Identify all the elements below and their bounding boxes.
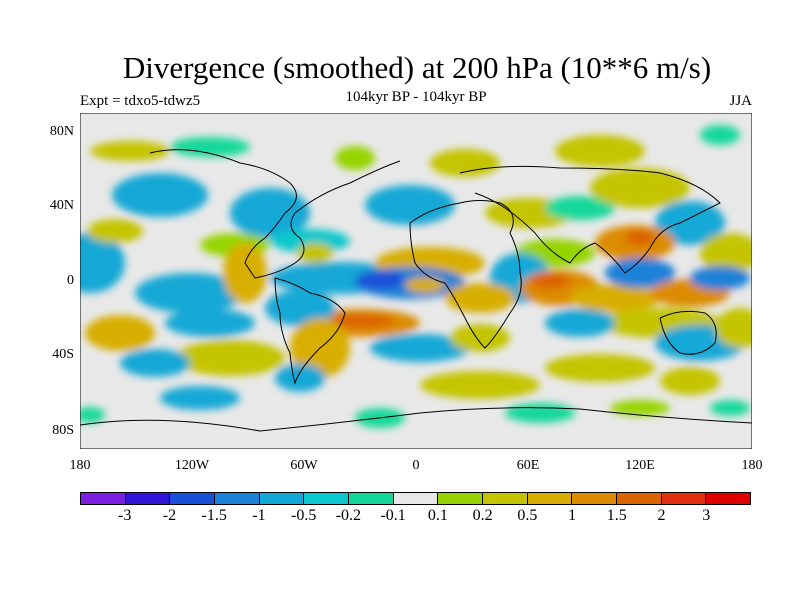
colorbar-label: 0.2 xyxy=(472,507,493,524)
lon-label-60w: 60W xyxy=(290,458,318,473)
colorbar-box xyxy=(706,493,751,504)
colorbar-box xyxy=(393,493,439,504)
divergence-map xyxy=(80,113,752,449)
colorbar-box xyxy=(661,493,707,504)
period-subtitle: 104kyr BP - 104kyr BP xyxy=(345,89,487,105)
figure-title: Divergence (smoothed) at 200 hPa (10**6 … xyxy=(122,50,712,85)
colorbar-label: -1 xyxy=(252,507,266,524)
colorbar-label: -0.1 xyxy=(380,507,406,524)
colorbar-box xyxy=(81,493,126,504)
colorbar xyxy=(80,492,751,505)
colorbar-label: -2 xyxy=(162,507,177,524)
colorbar-label: -0.5 xyxy=(290,507,317,524)
colorbar-label: 1 xyxy=(568,507,577,524)
experiment-label: Expt = tdxo5-tdwz5 xyxy=(80,93,201,109)
colorbar-box xyxy=(349,493,394,504)
colorbar-box xyxy=(483,493,528,504)
colorbar-label: -3 xyxy=(118,507,132,524)
lat-label-80s: 80S xyxy=(52,423,74,438)
lat-label-0: 0 xyxy=(67,273,74,288)
lon-label-120e: 120E xyxy=(625,458,655,473)
colorbar-label: 2 xyxy=(657,507,666,524)
season-label: JJA xyxy=(729,93,752,109)
lon-label-120w: 120W xyxy=(174,458,210,473)
colorbar-box xyxy=(617,493,662,504)
colorbar-box xyxy=(572,493,618,504)
lon-label-0: 0 xyxy=(412,458,420,473)
colorbar-label: 0.5 xyxy=(517,507,538,524)
colorbar-box xyxy=(215,493,260,504)
colorbar-label: -0.2 xyxy=(335,507,362,524)
colorbar-box xyxy=(125,493,171,504)
colorbar-label: -1.5 xyxy=(201,507,227,524)
lat-label-40n: 40N xyxy=(49,198,74,213)
lon-label-180w: 180 xyxy=(69,458,91,473)
colorbar-box xyxy=(170,493,216,504)
colorbar-label: 1.5 xyxy=(606,507,627,524)
colorbar-box xyxy=(438,493,484,504)
divergence-field xyxy=(80,125,752,428)
coastlines xyxy=(80,149,752,432)
lat-label-40s: 40S xyxy=(52,347,74,362)
lat-label-80n: 80N xyxy=(49,124,74,139)
colorbar-label: 0.1 xyxy=(427,507,448,524)
lon-label-60e: 60E xyxy=(516,458,540,473)
colorbar-box xyxy=(527,493,573,504)
colorbar-label: 3 xyxy=(702,507,711,524)
colorbar-box xyxy=(304,493,350,504)
colorbar-box xyxy=(259,493,305,504)
lon-label-180e: 180 xyxy=(741,458,763,473)
map-canvas xyxy=(80,113,752,449)
